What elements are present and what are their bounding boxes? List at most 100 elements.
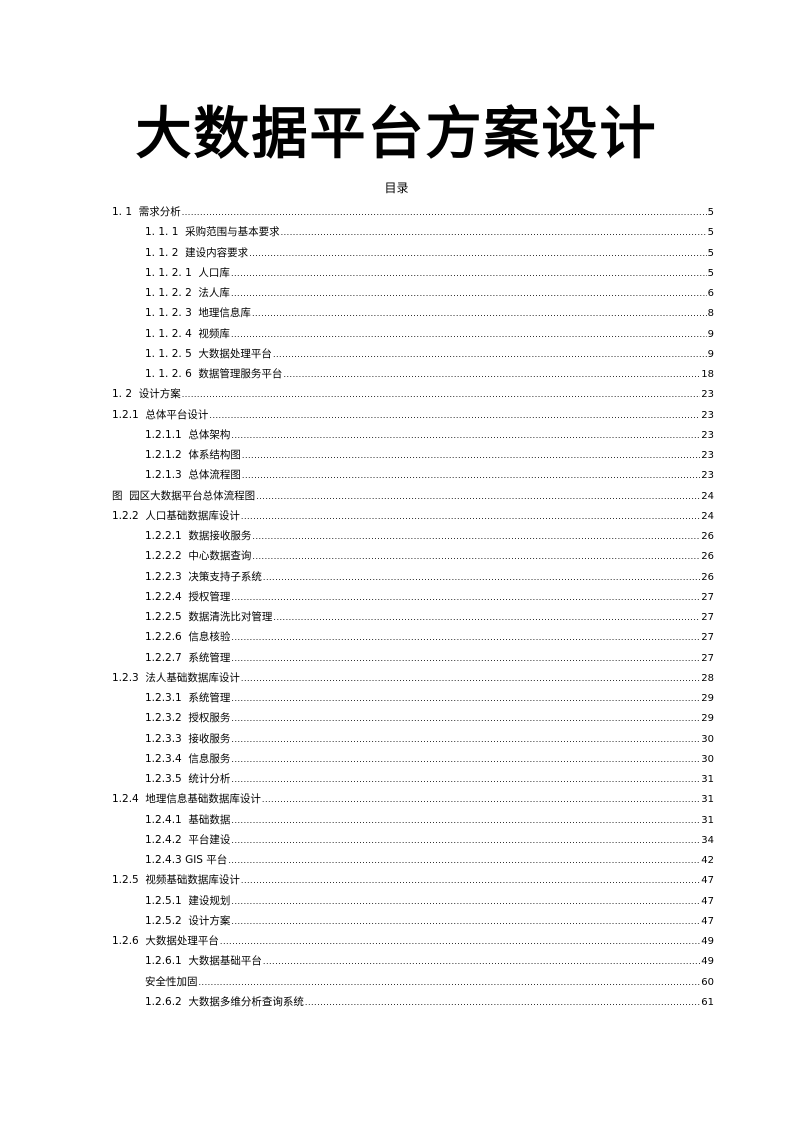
- toc-entry[interactable]: 1.2.1.3 总体流程图 23: [112, 465, 714, 485]
- toc-entry[interactable]: 1.2.4 地理信息基础数据库设计 31: [112, 789, 714, 809]
- toc-entry-page: 26: [701, 551, 714, 563]
- toc-entry-title: 1.2.1 总体平台设计: [112, 408, 209, 421]
- toc-entry[interactable]: 1. 1. 2. 1 人口库 5: [112, 263, 714, 283]
- dot-leader: [231, 588, 700, 608]
- toc-entry[interactable]: 1.2.3.2 授权服务 29: [112, 708, 714, 728]
- toc-entry-page: 47: [701, 875, 714, 887]
- dot-leader: [231, 264, 707, 284]
- toc-entry-title: 图 园区大数据平台总体流程图: [112, 489, 256, 502]
- toc-entry-title: 1.2.3.4 信息服务: [145, 752, 231, 765]
- toc-entry[interactable]: 1.2.4.2 平台建设 34: [112, 830, 714, 850]
- dot-leader: [231, 811, 700, 831]
- toc-entry-title: 1.2.2.4 授权管理: [145, 590, 231, 603]
- toc-entry[interactable]: 1. 1. 1 采购范围与基本要求 5: [112, 222, 714, 242]
- toc-entry-title: 1.2.2.5 数据清洗比对管理: [145, 611, 273, 623]
- toc-entry-title: 1. 2 设计方案: [112, 388, 181, 401]
- toc-entry[interactable]: 1. 2 设计方案 23: [112, 384, 714, 404]
- dot-leader: [242, 466, 700, 486]
- toc-entry-title: 1.2.2.3 决策支持子系统: [145, 570, 262, 583]
- toc-entry-page: 30: [701, 733, 714, 745]
- toc-heading: 目录: [384, 181, 409, 195]
- toc-entry[interactable]: 1.2.4.1 基础数据 31: [112, 810, 714, 830]
- toc-entry[interactable]: 1.2.2.7 系统管理 27: [112, 648, 714, 668]
- toc-entry[interactable]: 1.2.6.2 大数据多维分析查询系统 61: [112, 992, 714, 1012]
- dot-leader: [231, 649, 700, 669]
- toc-entry-title: 1.2.3.3 接收服务: [145, 732, 231, 745]
- toc-entry-page: 9: [707, 328, 714, 340]
- toc-entry-page: 47: [701, 895, 714, 907]
- toc-entry-page: 29: [701, 693, 714, 704]
- toc-entry[interactable]: 1.2.5.2 设计方案 47: [112, 911, 714, 931]
- toc-entry[interactable]: 1. 1. 2. 4 视频库 9: [112, 324, 714, 344]
- toc-entry[interactable]: 1.2.3.4 信息服务 30: [112, 749, 714, 769]
- toc-entry-title: 1. 1. 2. 2 法人库: [145, 287, 230, 299]
- toc-entry[interactable]: 1.2.1 总体平台设计 23: [112, 405, 714, 425]
- toc-entry-title: 1. 1. 2. 3 地理信息库: [145, 307, 251, 320]
- toc-entry[interactable]: 1.2.3 法人基础数据库设计 28: [112, 668, 714, 688]
- toc-entry-title: 1.2.2 人口基础数据库设计: [112, 509, 240, 522]
- dot-leader: [182, 203, 707, 223]
- dot-leader: [199, 973, 701, 993]
- toc-entry[interactable]: 1.2.4.3 GIS 平台 42: [112, 850, 714, 870]
- toc-entry[interactable]: 安全性加固 60: [112, 972, 714, 992]
- toc-entry[interactable]: 1.2.3.3 接收服务 30: [112, 729, 714, 749]
- toc-entry-page: 23: [701, 409, 714, 421]
- toc-entry[interactable]: 1.2.6.1 大数据基础平台 49: [112, 951, 714, 971]
- toc-entry-page: 9: [707, 348, 714, 360]
- toc-entry[interactable]: 1.2.2.5 数据清洗比对管理 27: [112, 607, 714, 627]
- dot-leader: [252, 547, 700, 567]
- toc-entry-page: 31: [701, 814, 714, 826]
- toc-entry[interactable]: 1.2.2.4 授权管理 27: [112, 587, 714, 607]
- toc-entry[interactable]: 1.2.2.2 中心数据查询 26: [112, 546, 714, 566]
- toc-entry-page: 31: [701, 794, 714, 806]
- toc-entry-page: 5: [707, 227, 714, 239]
- dot-leader: [228, 851, 700, 871]
- toc-entry-title: 1.2.2.1 数据接收服务: [145, 530, 252, 542]
- toc-entry[interactable]: 1.2.6 大数据处理平台 49: [112, 931, 714, 951]
- toc-entry-page: 31: [701, 774, 714, 785]
- dot-leader: [241, 669, 700, 689]
- toc-entry[interactable]: 1. 1. 2. 5 大数据处理平台 9: [112, 344, 714, 364]
- toc-entry[interactable]: 1.2.1.2 体系结构图 23: [112, 445, 714, 465]
- toc-entry[interactable]: 1.2.2.3 决策支持子系统 26: [112, 567, 714, 587]
- toc-entry-title: 1.2.1.1 总体架构: [145, 428, 231, 441]
- dot-leader: [263, 952, 700, 972]
- toc-entry[interactable]: 1.2.2.6 信息核验 27: [112, 627, 714, 647]
- dot-leader: [231, 730, 700, 750]
- toc-entry-page: 6: [707, 288, 714, 299]
- toc-entry-page: 5: [707, 267, 714, 279]
- toc-entry-title: 1.2.4.2 平台建设: [145, 833, 231, 846]
- toc-entry[interactable]: 1.2.5 视频基础数据库设计 47: [112, 870, 714, 890]
- toc-entry-page: 49: [701, 936, 714, 947]
- dot-leader: [241, 507, 700, 527]
- dot-leader: [262, 790, 700, 810]
- toc-entry[interactable]: 1. 1 需求分析 5: [112, 202, 714, 222]
- toc-entry-page: 18: [701, 369, 714, 380]
- toc-entry[interactable]: 1.2.3.1 系统管理 29: [112, 688, 714, 708]
- dot-leader: [231, 831, 700, 851]
- toc-entry[interactable]: 1.2.1.1 总体架构 23: [112, 425, 714, 445]
- toc-entry-page: 28: [701, 672, 714, 684]
- toc-entry-page: 47: [701, 915, 714, 927]
- toc-entry[interactable]: 1. 1. 2. 2 法人库 6: [112, 283, 714, 303]
- toc-entry[interactable]: 1.2.5.1 建设规划 47: [112, 891, 714, 911]
- dot-leader: [231, 709, 700, 729]
- toc-entry[interactable]: 1.2.3.5 统计分析 31: [112, 769, 714, 789]
- toc-entry-title: 1.2.4 地理信息基础数据库设计: [112, 793, 261, 806]
- dot-leader: [231, 892, 700, 912]
- toc-entry-page: 24: [701, 510, 714, 522]
- toc-entry[interactable]: 1. 1. 2. 6 数据管理服务平台 18: [112, 364, 714, 384]
- dot-leader: [231, 912, 700, 932]
- toc-entry-page: 42: [701, 855, 714, 866]
- toc-entry-title: 1.2.1.2 体系结构图: [145, 449, 241, 461]
- toc-entry-title: 1.2.3.1 系统管理: [145, 692, 231, 704]
- toc-entry[interactable]: 1. 1. 2 建设内容要求 5: [112, 243, 714, 263]
- toc-entry[interactable]: 图 园区大数据平台总体流程图 24: [112, 486, 714, 506]
- toc-entry-page: 23: [701, 450, 714, 461]
- toc-entry[interactable]: 1.2.2.1 数据接收服务 26: [112, 526, 714, 546]
- toc-entry[interactable]: 1.2.2 人口基础数据库设计 24: [112, 506, 714, 526]
- toc-entry[interactable]: 1. 1. 2. 3 地理信息库 8: [112, 303, 714, 323]
- toc-entry-page: 24: [701, 490, 714, 502]
- dot-leader: [220, 932, 700, 952]
- toc-entry-page: 34: [701, 834, 714, 846]
